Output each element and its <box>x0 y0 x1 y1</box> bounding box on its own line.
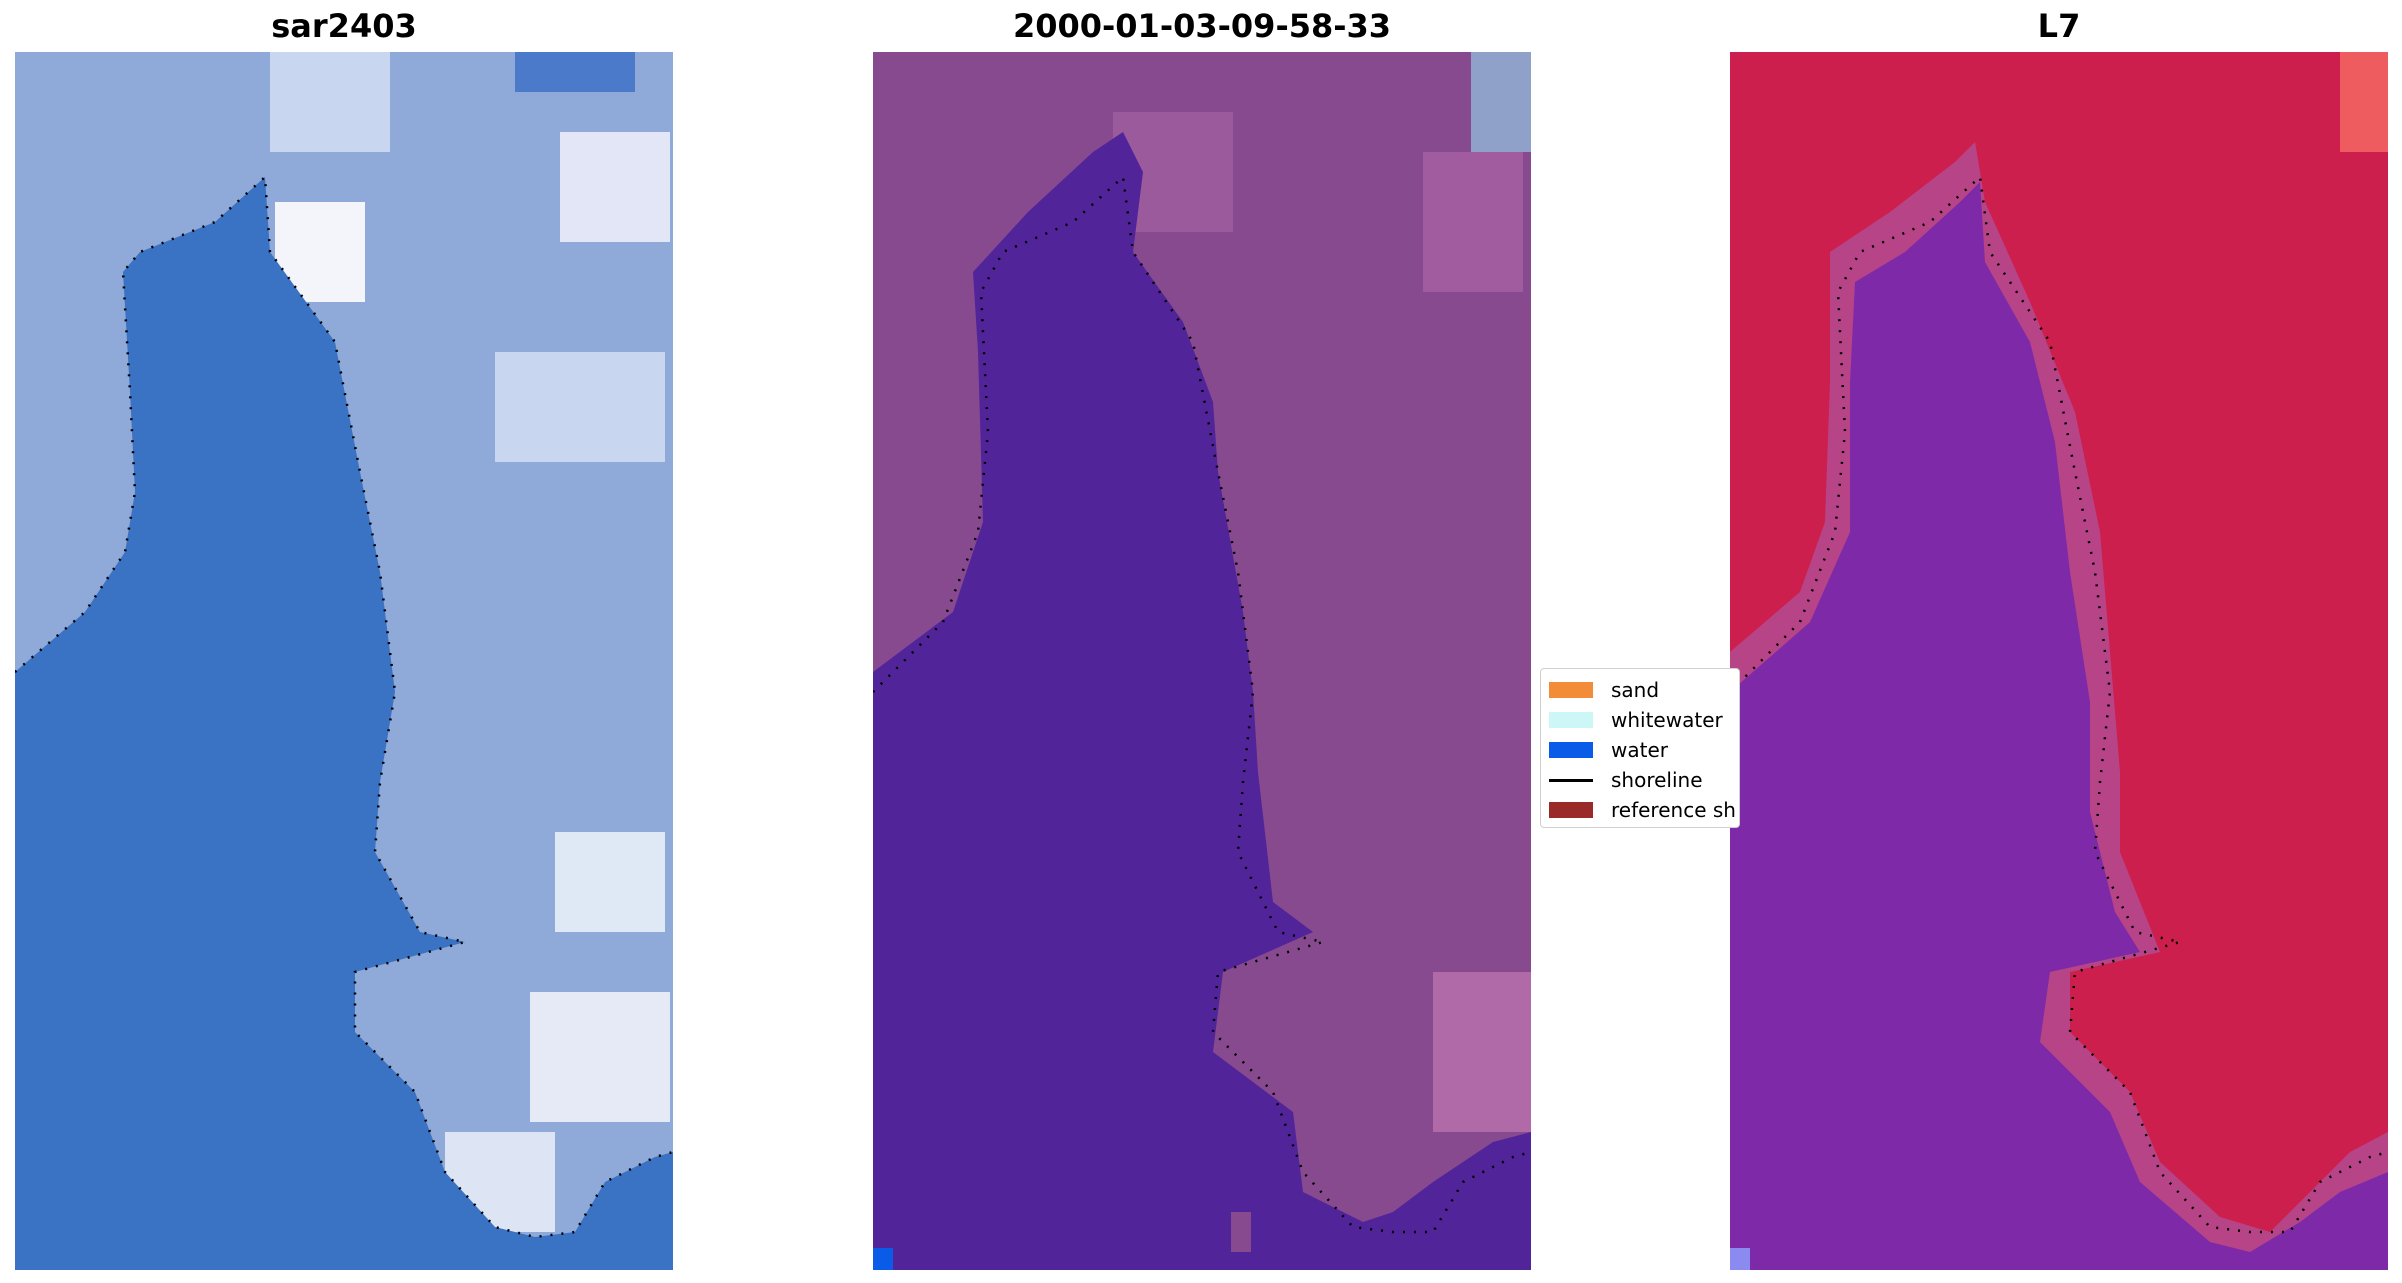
shoreline-dots <box>1730 174 2388 1234</box>
corner-patch <box>2340 52 2388 152</box>
whitewater-swatch <box>1549 712 1593 728</box>
water-region <box>1730 182 2388 1270</box>
corner-patch <box>1471 52 1531 152</box>
water-channel <box>15 177 673 1270</box>
sand-swatch <box>1549 682 1593 698</box>
pink-patch <box>1433 972 1531 1132</box>
bright-patch <box>530 992 670 1122</box>
water-classified <box>873 132 1531 1270</box>
classification-panel <box>873 52 1531 1270</box>
bright-patch <box>495 352 665 462</box>
l7-index-panel <box>1730 52 2388 1270</box>
water-pixel <box>873 1248 893 1270</box>
bright-patch <box>270 52 390 152</box>
reference-shoreline-swatch <box>1549 802 1593 818</box>
shoreline-line-swatch <box>1549 778 1593 782</box>
legend-item-reference-shoreline: reference sh <box>1549 795 1736 825</box>
panel-title-l7: L7 <box>2037 7 2081 45</box>
legend-item-water: water <box>1549 735 1668 765</box>
land-pixel <box>1231 1212 1251 1252</box>
shoreline-dots <box>15 174 673 1239</box>
legend-item-whitewater: whitewater <box>1549 705 1723 735</box>
shoreline-dots <box>873 174 1531 1234</box>
legend-label: reference sh <box>1611 798 1736 822</box>
bright-patch <box>555 832 665 932</box>
legend-label: whitewater <box>1611 708 1723 732</box>
bright-patch <box>560 132 670 242</box>
legend: sand whitewater water shoreline referenc… <box>1540 668 1740 828</box>
satellite-image-panel <box>15 52 673 1270</box>
bright-pixel <box>1730 1248 1750 1270</box>
legend-item-shoreline: shoreline <box>1549 765 1703 795</box>
legend-item-sand: sand <box>1549 675 1659 705</box>
pink-patch <box>1423 152 1523 292</box>
water-swatch <box>1549 742 1593 758</box>
panel-title-date: 2000-01-03-09-58-33 <box>1012 7 1392 45</box>
legend-label: sand <box>1611 678 1660 702</box>
legend-label: shoreline <box>1611 768 1703 792</box>
dark-patch <box>515 52 635 92</box>
legend-label: water <box>1611 738 1668 762</box>
panel-title-sar2403: sar2403 <box>271 7 417 45</box>
